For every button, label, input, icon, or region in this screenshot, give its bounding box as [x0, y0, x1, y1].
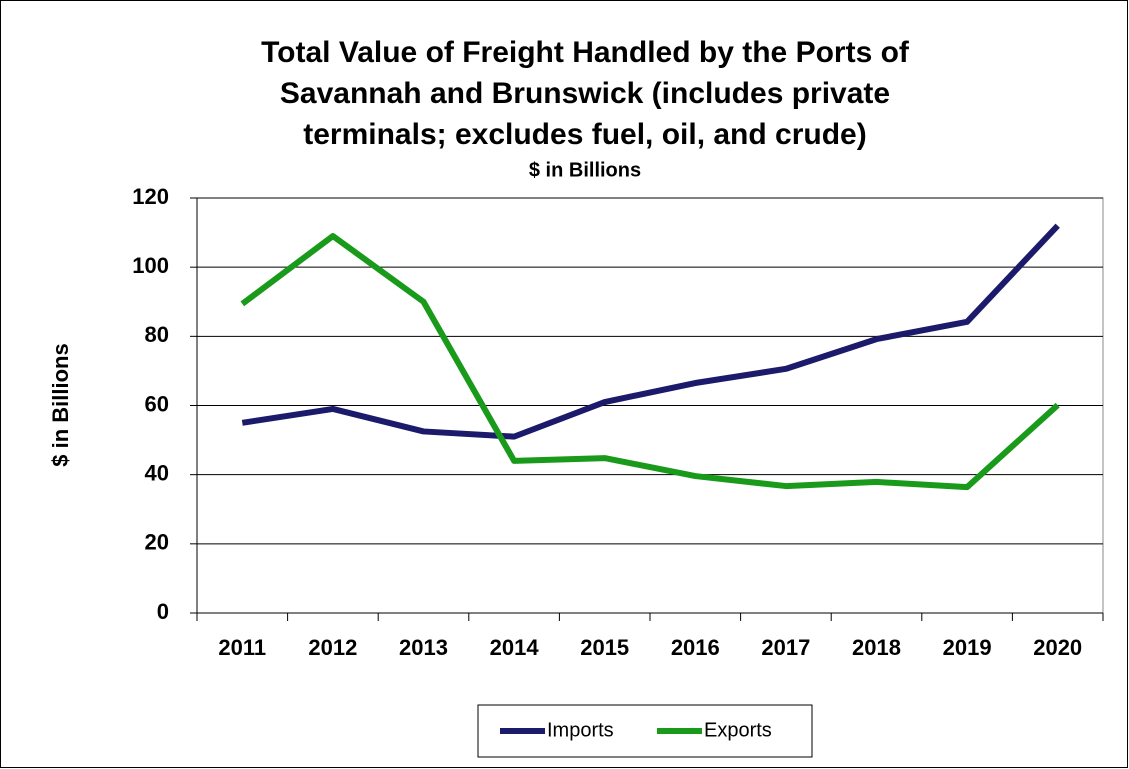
x-tick-label: 2017 — [761, 635, 810, 660]
x-tick-label: 2012 — [308, 635, 357, 660]
x-tick-label: 2013 — [399, 635, 448, 660]
y-tick-label: 60 — [145, 391, 169, 416]
line-series — [240, 233, 1060, 491]
x-tick-label: 2019 — [943, 635, 992, 660]
y-tick-label: 20 — [145, 530, 169, 555]
y-axis-label: $ in Billions — [48, 343, 73, 466]
x-tick-label: 2020 — [1033, 635, 1082, 660]
y-tick-label: 120 — [132, 184, 169, 209]
chart-subtitle: $ in Billions — [529, 159, 641, 181]
y-tick-label: 100 — [132, 253, 169, 278]
x-tick-label: 2015 — [580, 635, 629, 660]
chart-title: Total Value of Freight Handled by the Po… — [261, 36, 910, 69]
line-series — [241, 223, 1060, 440]
chart-title: Savannah and Brunswick (includes private — [280, 77, 890, 110]
legend-label: Imports — [547, 719, 614, 741]
y-tick-label: 80 — [145, 322, 169, 347]
x-tick-label: 2016 — [671, 635, 720, 660]
x-tick-label: 2014 — [490, 635, 540, 660]
y-tick-label: 0 — [157, 599, 169, 624]
y-tick-label: 40 — [145, 460, 169, 485]
x-tick-label: 2018 — [852, 635, 901, 660]
x-tick-label: 2011 — [218, 635, 266, 660]
chart-title: terminals; excludes fuel, oil, and crude… — [303, 118, 866, 151]
legend-label: Exports — [704, 719, 772, 741]
